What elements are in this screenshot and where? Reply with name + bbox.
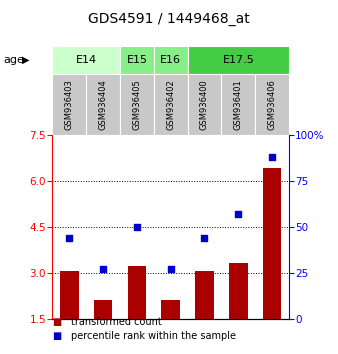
- Text: transformed count: transformed count: [71, 317, 162, 327]
- Bar: [162, 300, 180, 319]
- Point: [269, 154, 275, 159]
- Text: ■: ■: [52, 317, 62, 327]
- Point: [236, 211, 241, 217]
- Bar: [221, 74, 255, 135]
- Text: ▶: ▶: [22, 55, 29, 65]
- Point: [134, 224, 140, 229]
- Bar: [52, 46, 120, 74]
- Text: GSM936403: GSM936403: [65, 79, 74, 130]
- Bar: [120, 46, 154, 74]
- Bar: [52, 74, 86, 135]
- Bar: [229, 263, 247, 319]
- Text: E16: E16: [160, 55, 181, 65]
- Bar: [86, 74, 120, 135]
- Point: [168, 266, 173, 272]
- Bar: [94, 300, 113, 319]
- Text: GDS4591 / 1449468_at: GDS4591 / 1449468_at: [88, 12, 250, 27]
- Bar: [128, 267, 146, 319]
- Text: GSM936405: GSM936405: [132, 79, 141, 130]
- Bar: [188, 74, 221, 135]
- Text: GSM936402: GSM936402: [166, 79, 175, 130]
- Bar: [154, 74, 188, 135]
- Text: E17.5: E17.5: [222, 55, 254, 65]
- Text: GSM936406: GSM936406: [268, 79, 276, 130]
- Point: [202, 235, 207, 240]
- Bar: [263, 168, 281, 319]
- Bar: [188, 46, 289, 74]
- Text: E15: E15: [126, 55, 147, 65]
- Bar: [120, 74, 154, 135]
- Text: ■: ■: [52, 331, 62, 341]
- Point: [100, 266, 106, 272]
- Bar: [60, 271, 78, 319]
- Text: percentile rank within the sample: percentile rank within the sample: [71, 331, 236, 341]
- Text: GSM936401: GSM936401: [234, 79, 243, 130]
- Text: GSM936400: GSM936400: [200, 79, 209, 130]
- Text: age: age: [3, 55, 24, 65]
- Point: [67, 235, 72, 240]
- Text: E14: E14: [76, 55, 97, 65]
- Text: GSM936404: GSM936404: [99, 79, 107, 130]
- Bar: [255, 74, 289, 135]
- Bar: [195, 271, 214, 319]
- Bar: [154, 46, 188, 74]
